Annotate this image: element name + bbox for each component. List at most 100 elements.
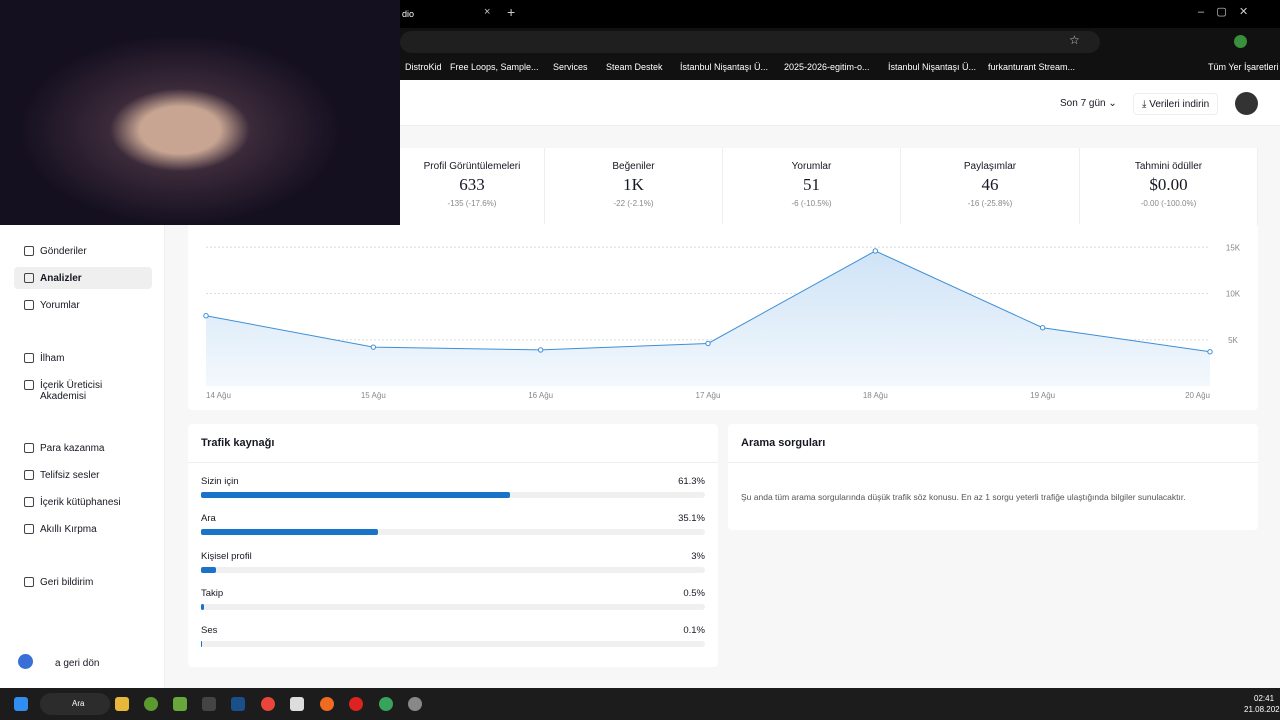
- y-tick-label: 15K: [1226, 243, 1241, 252]
- y-tick-label: 5K: [1228, 336, 1238, 345]
- profile[interactable]: [1234, 35, 1247, 48]
- url-box[interactable]: [400, 31, 1100, 53]
- app[interactable]: [408, 697, 422, 711]
- x-tick-label: 16 Ağu: [528, 391, 553, 400]
- app[interactable]: [115, 697, 129, 711]
- bookmark[interactable]: İstanbul Nişantaşı Ü...: [888, 62, 977, 72]
- point: [705, 340, 711, 347]
- nav-link[interactable]: İçerik kütüphanesi: [14, 491, 152, 513]
- stat-value: $0.00: [1149, 175, 1188, 194]
- nav-link[interactable]: Para kazanma: [14, 437, 152, 459]
- app[interactable]: [379, 697, 393, 711]
- bar-track: [201, 529, 705, 536]
- date: 21.08.2026: [1244, 705, 1280, 714]
- source-value: 3%: [691, 550, 705, 562]
- stat-card: Yorumlar 51 -6 (-10.5%): [723, 148, 901, 224]
- nav-link[interactable]: Yorumlar: [14, 294, 152, 316]
- all-bookmarks[interactable]: Tüm Yer İşaretleri: [1208, 62, 1279, 72]
- app[interactable]: [349, 697, 363, 711]
- bar: [201, 566, 217, 573]
- divider: [728, 462, 1258, 463]
- stat-card: Tahmini ödüller $0.00 -0.00 (-100.0%): [1080, 148, 1258, 224]
- header: Son 7 gün ⌄ ⤓ Verileri indirin: [400, 80, 1280, 126]
- webcam-overlay: [0, 0, 400, 225]
- bar-track: [201, 603, 705, 610]
- point: [1039, 325, 1046, 331]
- period-select[interactable]: Son 7 gün ⌄: [1052, 93, 1125, 115]
- stat-value: 633: [459, 175, 485, 194]
- app[interactable]: [202, 697, 216, 711]
- star[interactable]: ☆: [1069, 33, 1080, 47]
- app[interactable]: [261, 697, 275, 711]
- bookmark[interactable]: Steam Destek: [606, 62, 663, 72]
- nav-link[interactable]: Geri bildirim: [14, 571, 152, 593]
- tab-title[interactable]: dio: [402, 9, 415, 19]
- stat-card: Paylaşımlar 46 -16 (-25.8%): [901, 148, 1080, 224]
- stat-value: 51: [803, 175, 820, 194]
- window-controls[interactable]: – ▢ ✕: [1198, 6, 1249, 18]
- bar: [201, 603, 204, 610]
- search-message: Şu anda tüm arama sorgularında düşük tra…: [741, 492, 1186, 502]
- taskbar: Ara 02:41 21.08.2026: [0, 688, 1280, 720]
- bar-track: [201, 641, 705, 648]
- source-name: Sizin için: [201, 476, 239, 487]
- time: 02:41: [1254, 694, 1275, 703]
- point: [1207, 349, 1213, 355]
- source-name: Kişisel profil: [201, 550, 252, 562]
- nav-link[interactable]: Telifsiz sesler: [14, 464, 152, 486]
- point: [370, 344, 377, 350]
- source-value: 0.5%: [683, 587, 705, 599]
- stat-label: Paylaşımlar: [963, 161, 1017, 172]
- bookmark[interactable]: 2025-2026-egitim-o...: [784, 62, 870, 72]
- app[interactable]: [144, 697, 158, 711]
- y-tick-label: 10K: [1226, 290, 1241, 299]
- stat-value: 46: [981, 175, 999, 194]
- stat-value: 1K: [623, 175, 644, 194]
- avatar[interactable]: [1235, 92, 1258, 115]
- nav-link[interactable]: Analizler: [14, 267, 152, 289]
- nav-link[interactable]: İçerik Üreticisi Akademisi: [14, 374, 124, 402]
- bar-track: [201, 566, 705, 573]
- bar: [201, 641, 202, 648]
- x-tick-label: 18 Ağu: [863, 391, 888, 400]
- app[interactable]: [173, 697, 187, 711]
- source-value: 61.3%: [678, 476, 705, 487]
- back-link[interactable]: a geri dön: [55, 658, 100, 669]
- back-icon: [18, 654, 33, 669]
- divider: [188, 462, 718, 463]
- stat-label: Tahmini ödüller: [1134, 161, 1203, 172]
- search-card: Arama sorguları Şu anda tüm arama sorgul…: [728, 424, 1258, 530]
- stat-card: Beğeniler 1K -22 (-2.1%): [545, 148, 723, 224]
- new-tab[interactable]: +: [507, 4, 516, 20]
- nav-link[interactable]: Gönderiler: [14, 240, 152, 262]
- traffic-card: Trafik kaynağı Sizin için 61.3% Ara 35.1% Ki…: [188, 424, 718, 667]
- stat-label: Beğeniler: [612, 161, 655, 172]
- x-tick-label: 19 Ağu: [1030, 391, 1055, 400]
- bookmark[interactable]: Free Loops, Sample...: [450, 62, 539, 72]
- start[interactable]: [14, 697, 28, 711]
- line-chart: 5K 10K 15K 14 Ağu 15 Ağu 16 Ağu 17 Ağu 18 Ağu 19…: [188, 224, 1258, 410]
- x-tick-label: 20 Ağu: [1185, 391, 1210, 400]
- download-button[interactable]: ⤓ Verileri indirin: [1133, 93, 1219, 115]
- app[interactable]: [290, 697, 304, 711]
- app[interactable]: [231, 697, 245, 711]
- tab-close[interactable]: ×: [484, 6, 491, 18]
- nav-link[interactable]: İlham: [14, 347, 152, 369]
- point: [872, 248, 879, 254]
- search-title: Arama sorguları: [741, 437, 826, 449]
- bookmark[interactable]: DistroKid: [405, 62, 442, 72]
- x-tick-label: 14 Ağu: [206, 391, 231, 400]
- nav-link[interactable]: Akıllı Kırpma: [14, 518, 152, 540]
- download: Verileri indirin: [1149, 99, 1210, 110]
- search-box[interactable]: Ara: [40, 693, 110, 715]
- stat-change: -6 (-10.5%): [791, 199, 832, 208]
- bookmark[interactable]: İstanbul Nişantaşı Ü...: [680, 62, 769, 72]
- clock: 02:41 21.08.2026: [1244, 693, 1280, 715]
- source-name: Ara: [201, 513, 216, 525]
- bookmark[interactable]: Services: [553, 62, 588, 72]
- bookmark[interactable]: furkanturant Stream...: [988, 62, 1076, 72]
- bar: [201, 529, 378, 536]
- stat-change: -22 (-2.1%): [613, 199, 654, 208]
- app[interactable]: [320, 697, 334, 711]
